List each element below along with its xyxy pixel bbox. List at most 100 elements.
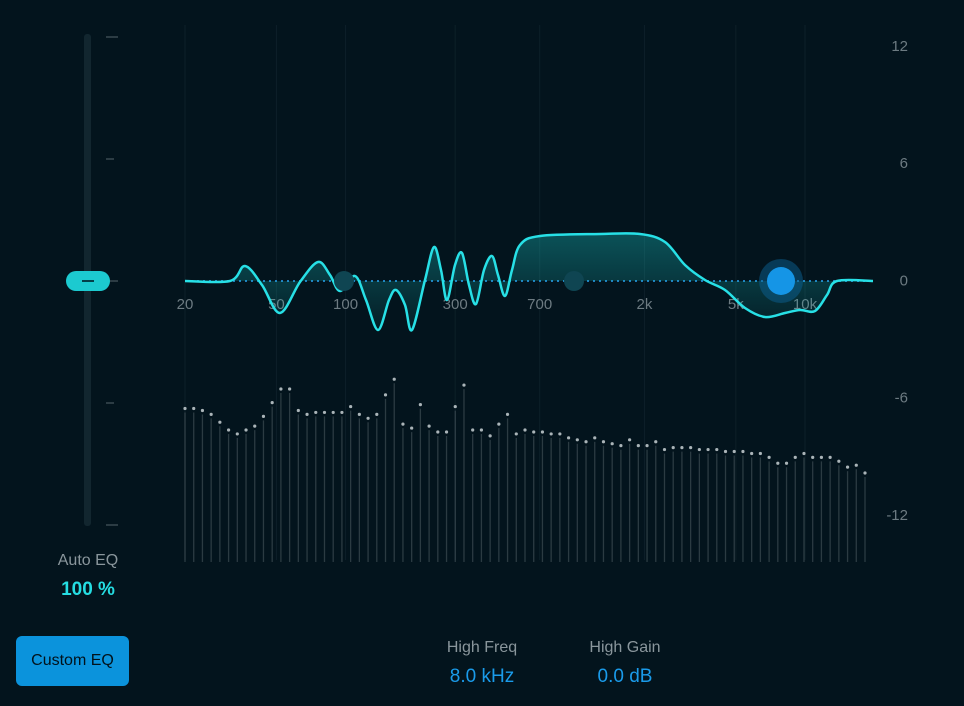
spectrum-peak	[837, 459, 841, 463]
spectrum-peak	[479, 428, 484, 432]
spectrum-peak	[383, 393, 388, 397]
band-node-selected[interactable]	[767, 267, 795, 295]
spectrum-peak	[723, 449, 728, 454]
spectrum-peak	[183, 406, 187, 411]
spectrum-peak	[575, 438, 579, 442]
db-label: -12	[886, 507, 908, 524]
spectrum-peak	[741, 449, 745, 454]
spectrum-peak	[697, 447, 701, 452]
spectrum-peak	[566, 436, 571, 440]
spectrum-peak	[671, 446, 675, 450]
spectrum-peak	[793, 455, 797, 459]
spectrum-peak	[628, 438, 632, 442]
spectrum-peak	[689, 446, 693, 450]
spectrum-peak	[244, 428, 248, 432]
slider-label: Auto EQ	[57, 552, 119, 569]
spectrum-peak	[322, 410, 327, 415]
spectrum-peak	[462, 383, 466, 387]
spectrum-peak	[514, 432, 518, 436]
spectrum-peak	[296, 408, 300, 413]
spectrum-peak	[654, 440, 658, 444]
param-value[interactable]: 8.0 kHz	[449, 666, 515, 687]
spectrum-peak	[261, 414, 266, 418]
spectrum-peak	[645, 444, 649, 448]
spectrum-peak	[427, 424, 431, 428]
spectrum-peak	[784, 461, 789, 465]
freq-label: 300	[443, 296, 468, 313]
spectrum-peak	[845, 465, 850, 469]
spectrum-peak	[366, 416, 370, 420]
spectrum-peak	[802, 451, 806, 456]
spectrum-peak	[706, 447, 710, 452]
spectrum-peak	[636, 444, 640, 448]
spectrum-peak	[279, 387, 283, 391]
spectrum-peak	[854, 463, 858, 467]
curve-fill	[185, 233, 873, 331]
spectrum-peak	[558, 432, 562, 436]
freq-label: 2k	[637, 296, 653, 313]
spectrum-peak	[732, 449, 736, 454]
spectrum-peak	[584, 440, 588, 444]
spectrum-peak	[549, 432, 553, 436]
band-node[interactable]	[334, 271, 354, 291]
db-label: 6	[900, 155, 908, 172]
spectrum-peak	[619, 444, 623, 448]
spectrum-peak	[314, 410, 318, 415]
spectrum-peak	[601, 440, 606, 444]
spectrum-peak	[715, 447, 719, 452]
spectrum-peak	[436, 430, 440, 434]
spectrum-peak	[418, 403, 422, 407]
spectrum-peak	[392, 377, 396, 381]
spectrum-peak	[540, 430, 545, 434]
param-value[interactable]: 0.0 dB	[597, 666, 653, 687]
freq-label: 20	[177, 296, 194, 313]
spectrum-peak	[811, 455, 815, 459]
spectrum-peak	[331, 410, 335, 415]
spectrum-peak	[532, 430, 536, 434]
spectrum-peak	[758, 451, 762, 456]
spectrum-peak	[488, 434, 492, 438]
param-label: High Freq	[446, 639, 518, 656]
custom-eq-button[interactable]: Custom EQ	[16, 636, 129, 686]
spectrum-peak	[410, 426, 414, 430]
slider-value: 100 %	[61, 579, 115, 600]
spectrum-peak	[305, 412, 309, 416]
band-node[interactable]	[564, 271, 584, 291]
spectrum-peak	[192, 406, 196, 411]
spectrum-peak	[662, 447, 667, 452]
spectrum-peak	[523, 428, 527, 432]
spectrum-peak	[375, 412, 379, 416]
spectrum-peak	[767, 455, 771, 459]
spectrum-peak	[200, 408, 205, 413]
spectrum-peak	[235, 432, 239, 436]
spectrum-peak	[270, 401, 274, 405]
spectrum-peak	[218, 420, 222, 424]
spectrum-peak	[357, 412, 361, 416]
eq-curve	[184, 232, 874, 332]
db-label: 0	[900, 272, 908, 289]
spectrum-peak	[444, 430, 449, 434]
spectrum-peak	[253, 424, 257, 428]
spectrum-peak	[209, 412, 213, 416]
param-label: High Gain	[589, 639, 661, 656]
spectrum-peak	[505, 412, 510, 416]
db-label: 12	[891, 38, 908, 55]
db-label: -6	[895, 390, 908, 407]
spectrum-peak	[828, 455, 832, 459]
spectrum-peak	[863, 471, 867, 475]
spectrum-peak	[340, 410, 344, 415]
spectrum-peak	[453, 404, 457, 409]
spectrum-peak	[401, 422, 405, 426]
spectrum-peak	[471, 428, 475, 432]
freq-label: 100	[333, 296, 358, 313]
spectrum-peak	[497, 422, 501, 426]
spectrum-peak	[593, 436, 597, 440]
spectrum-peak	[610, 442, 614, 446]
spectrum-peak	[226, 428, 231, 432]
spectrum-peak	[776, 461, 780, 465]
spectrum-peak	[819, 455, 824, 459]
spectrum-peak	[680, 446, 684, 450]
spectrum-peak	[349, 404, 353, 409]
